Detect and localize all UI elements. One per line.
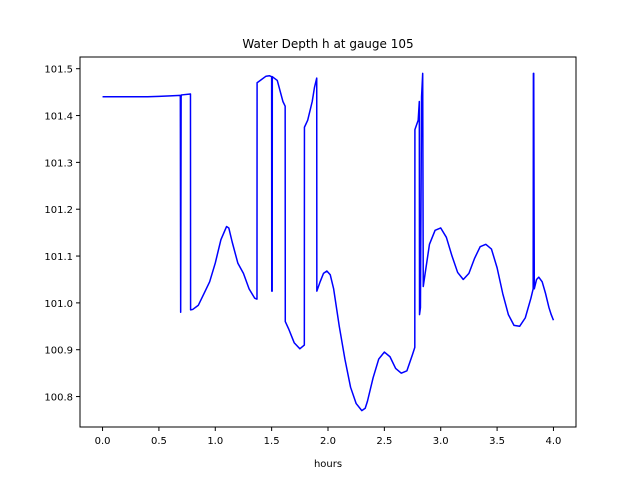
y-tick-label: 101.3: [44, 158, 73, 169]
x-tick-label: 4.0: [546, 436, 562, 447]
chart-title: Water Depth h at gauge 105: [242, 37, 413, 51]
series-line: [102, 72, 555, 412]
x-tick-label: 1.0: [207, 436, 223, 447]
y-axis: 100.8 100.9 101.0 101.1 101.2 101.3 101.4 101.5: [44, 65, 80, 404]
y-tick-label: 101.0: [44, 299, 73, 310]
x-tick-label: 2.5: [376, 436, 392, 447]
x-tick-label: 0.5: [151, 436, 167, 447]
x-tick-label: 0.0: [95, 436, 111, 447]
y-tick-label: 101.2: [44, 205, 73, 216]
x-tick-label: 3.0: [433, 436, 449, 447]
x-axis: 0.0 0.5 1.0 1.5 2.0 2.5 3.0 3.5 4.0: [95, 427, 562, 447]
y-tick-label: 101.1: [44, 252, 73, 263]
x-tick-label: 1.5: [264, 436, 280, 447]
x-tick-label: 3.5: [489, 436, 505, 447]
x-axis-label: hours: [314, 459, 342, 470]
y-tick-label: 100.8: [44, 393, 73, 404]
y-tick-label: 101.4: [44, 112, 73, 123]
x-tick-label: 2.0: [320, 436, 336, 447]
y-tick-label: 101.5: [44, 65, 73, 76]
y-tick-label: 100.9: [44, 346, 73, 357]
series-layer: [102, 72, 555, 412]
